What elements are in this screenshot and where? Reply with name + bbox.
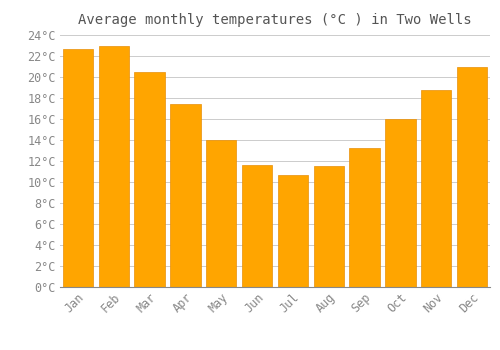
Bar xyxy=(350,148,380,287)
Bar xyxy=(98,46,129,287)
Bar xyxy=(385,119,416,287)
Bar xyxy=(242,165,272,287)
Title: Average monthly temperatures (°C ) in Two Wells: Average monthly temperatures (°C ) in Tw… xyxy=(78,13,472,27)
Bar xyxy=(134,72,165,287)
Bar xyxy=(170,104,200,287)
Bar xyxy=(62,49,93,287)
Bar xyxy=(421,90,452,287)
Bar xyxy=(457,66,488,287)
Bar xyxy=(278,175,308,287)
Bar xyxy=(206,140,236,287)
Bar xyxy=(314,166,344,287)
